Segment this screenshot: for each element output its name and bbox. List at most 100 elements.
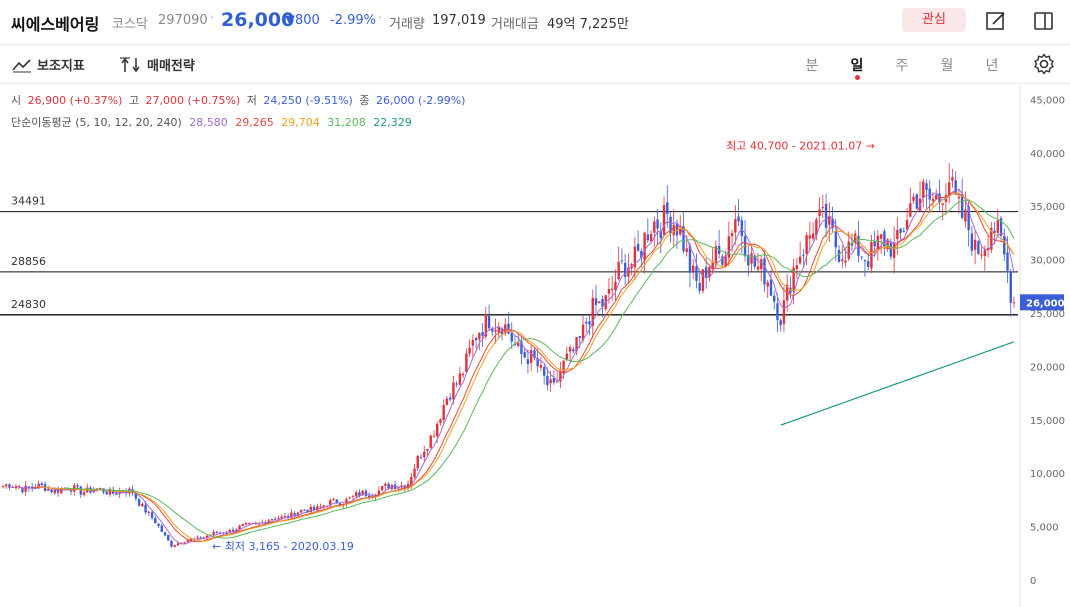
candle-body: [776, 303, 779, 321]
candle-body: [779, 320, 782, 326]
market-label: 코스닥: [112, 17, 148, 32]
candle-body: [154, 518, 157, 524]
candle-body: [11, 487, 14, 489]
period-minute-tab[interactable]: 분: [805, 58, 819, 74]
strategy-button[interactable]: 매매전략: [120, 55, 195, 74]
period-year-tab[interactable]: 년: [985, 58, 999, 74]
candle-body: [173, 545, 176, 547]
period-month-tab[interactable]: 월: [940, 58, 954, 74]
period-week-tab[interactable]: 주: [895, 58, 909, 74]
candle-body: [821, 207, 825, 209]
candle-body: [892, 242, 896, 259]
ma10-value: 29,265: [235, 116, 274, 129]
candle-body: [478, 332, 481, 340]
candle-body: [487, 316, 491, 329]
candle-body: [727, 236, 731, 258]
candle-body: [280, 516, 283, 519]
candle-body: [591, 297, 594, 326]
ma12-value: 29,704: [281, 116, 320, 129]
candle-body: [377, 490, 381, 497]
candle-body: [529, 350, 533, 363]
candle-body: [870, 241, 873, 269]
candle-body: [805, 235, 808, 254]
candle-body: [5, 484, 8, 487]
candle-body: [620, 260, 624, 262]
candle-body: [316, 506, 319, 511]
candle-body: [850, 243, 854, 246]
indicator-button[interactable]: 보조지표: [12, 55, 85, 74]
candle-body: [572, 349, 575, 352]
candle-body: [640, 251, 643, 258]
ma-label: 단순이동평균 (5, 10, 12, 20, 240): [11, 116, 182, 129]
candle-body: [183, 542, 186, 544]
side-panel-icon[interactable]: [1033, 10, 1055, 36]
candle-body: [594, 298, 598, 306]
candle-body: [380, 485, 384, 491]
candle-body: [792, 267, 795, 292]
candle-body: [834, 230, 837, 248]
candle-body: [50, 489, 53, 493]
candle-body: [565, 353, 569, 360]
candle-body: [721, 256, 724, 265]
candle-body: [60, 488, 63, 494]
candle-body: [205, 535, 209, 538]
candle-body: [355, 492, 358, 497]
candle-body: [818, 209, 821, 216]
candle-body: [144, 504, 147, 513]
candle-body: [662, 205, 666, 235]
y-tick-label: 5,000: [1030, 523, 1059, 534]
candle-body: [520, 341, 523, 354]
candle-body: [296, 512, 300, 516]
candle-body: [426, 449, 429, 451]
price-chart[interactable]: 45,000 40,000 35,000 30,000 25,000 20,000 15,0…: [0, 84, 1070, 607]
candle-body: [30, 486, 34, 489]
active-period-dot: [855, 75, 860, 80]
reference-line-label: 24830: [11, 298, 46, 311]
candle-body: [1006, 252, 1009, 271]
candle-body: [555, 381, 559, 383]
candle-body: [410, 477, 413, 485]
candle-body: [857, 235, 860, 256]
candle-body: [536, 358, 539, 367]
candle-body: [931, 198, 935, 202]
candle-body: [358, 492, 361, 496]
candle-body: [740, 220, 744, 237]
candle-body: [235, 529, 238, 532]
candle-body: [643, 232, 646, 261]
ma5-value: 28,580: [189, 116, 228, 129]
candle-body: [617, 261, 620, 280]
candle-body: [419, 456, 423, 458]
candle-body: [115, 493, 118, 495]
y-tick-label: 45,000: [1030, 95, 1065, 106]
candle-body: [960, 194, 964, 218]
favorite-button[interactable]: 관심: [902, 8, 966, 32]
candle-body: [601, 298, 604, 307]
y-tick-label: 0: [1030, 576, 1036, 587]
candle-body: [828, 216, 831, 225]
candle-body: [442, 405, 445, 420]
candle-body: [935, 194, 938, 199]
candle-body: [841, 259, 844, 262]
candle-body: [319, 506, 322, 508]
candle-body: [695, 266, 698, 281]
candle-body: [679, 228, 682, 235]
candle-body: [1009, 271, 1012, 303]
y-tick-label: 30,000: [1030, 256, 1065, 267]
candle-body: [659, 231, 662, 238]
candle-body: [957, 196, 961, 199]
candle-body: [747, 254, 750, 266]
candle-body: [808, 235, 812, 239]
candle-body: [756, 266, 760, 270]
edit-icon[interactable]: [985, 10, 1007, 36]
candle-body: [546, 375, 549, 385]
gear-icon[interactable]: [1033, 53, 1055, 79]
candle-body: [688, 245, 692, 273]
candle-body: [53, 488, 57, 493]
candle-body: [189, 539, 193, 541]
candle-body: [922, 181, 925, 198]
candle-body: [879, 234, 883, 239]
candle-body: [734, 218, 737, 233]
candle-body: [170, 540, 173, 547]
strategy-label: 매매전략: [147, 59, 195, 74]
period-day-tab[interactable]: 일: [850, 58, 864, 74]
